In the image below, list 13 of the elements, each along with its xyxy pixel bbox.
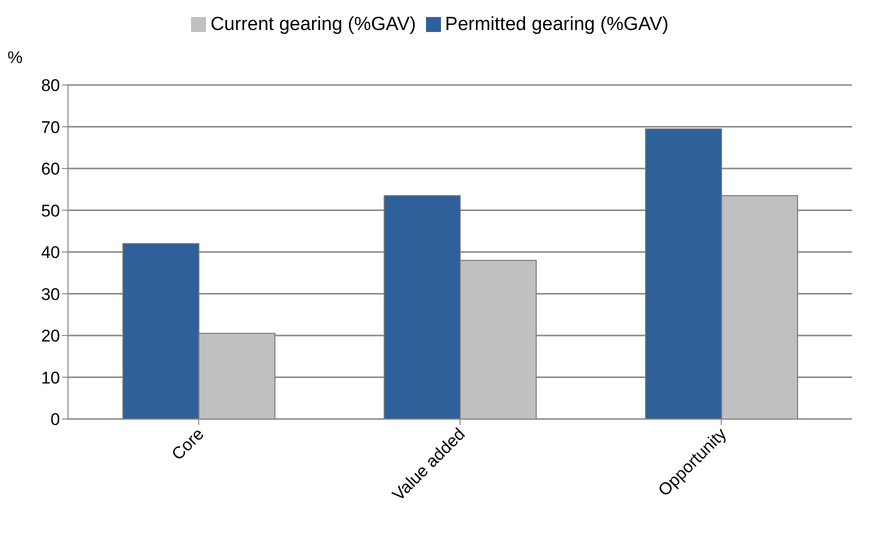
legend-label: Permitted gearing (%GAV) (445, 14, 669, 35)
legend-label: Current gearing (%GAV) (210, 14, 416, 35)
y-tick-label: 40 (41, 243, 60, 262)
y-tick-label: 30 (41, 284, 60, 304)
y-tick-label: 50 (41, 201, 60, 220)
y-tick-label: 0 (50, 410, 60, 430)
y-tick-label: 80 (41, 76, 60, 96)
y-tick-label: 20 (41, 326, 60, 346)
x-tick-label: Core (168, 424, 208, 464)
y-tick-label: 70 (41, 118, 60, 137)
y-tick-label: 10 (41, 368, 60, 388)
y-axis-title: % (7, 48, 23, 67)
y-tick-label: 60 (41, 160, 60, 179)
